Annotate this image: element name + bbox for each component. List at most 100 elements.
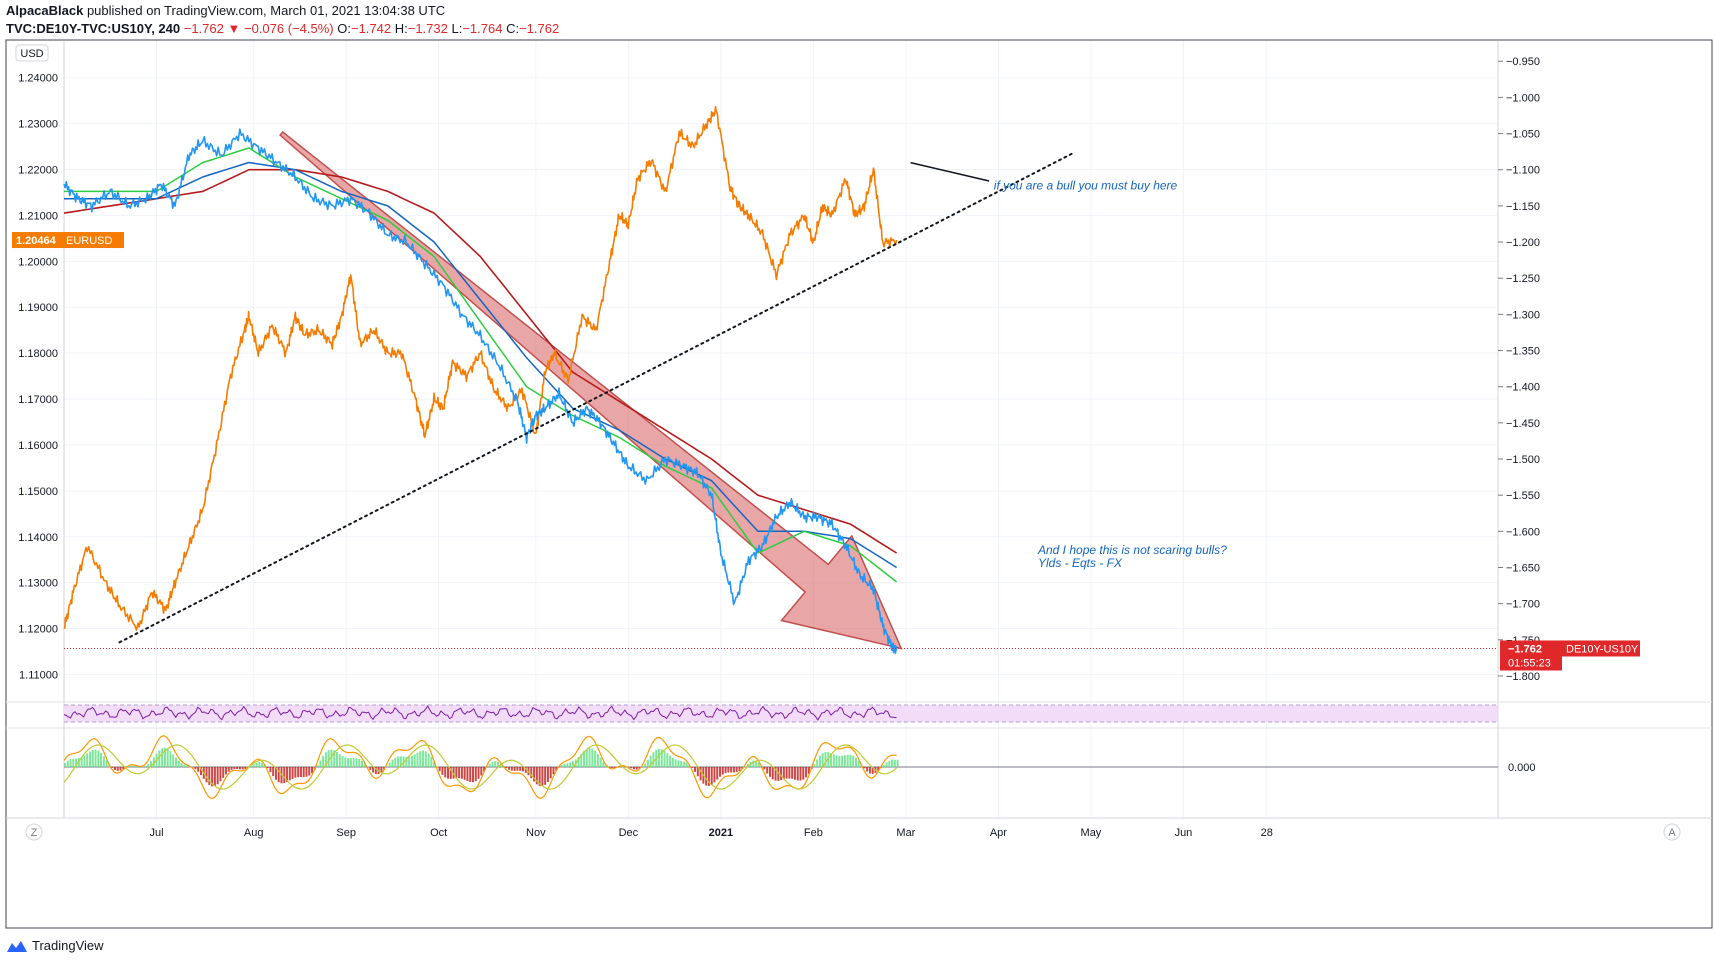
histogram-bar (849, 754, 852, 767)
histogram-bar (308, 767, 311, 776)
histogram-bar (488, 764, 491, 767)
right-price-axis[interactable]: −0.950 −1.000 −1.050 −1.100 −1.150 −1.200 −1.2… (1498, 56, 1540, 683)
histogram-bar (116, 767, 119, 771)
histogram-bar (469, 767, 472, 782)
histogram-bar (835, 755, 838, 767)
histogram-bar (471, 767, 474, 783)
time-axis[interactable]: Jul Aug Sep Oct Nov Dec 2021 Feb Mar Apr May Jun 28 Z… (25, 823, 1681, 841)
histogram-bar (524, 767, 527, 773)
drawing-lines[interactable] (64, 152, 1498, 649)
histogram-bar (147, 763, 150, 767)
histogram-bar (843, 755, 846, 767)
histogram-bar (388, 762, 391, 767)
time-tick-label: Nov (526, 827, 546, 839)
histogram-bar (580, 754, 583, 767)
histogram-bar (424, 751, 427, 767)
histogram-bar (297, 767, 300, 778)
histogram-bar (674, 759, 677, 767)
histogram-bar (205, 767, 208, 783)
histogram-bar (372, 767, 375, 773)
histogram-bar (496, 761, 499, 767)
grid (6, 41, 1712, 819)
histogram-bar (330, 749, 333, 767)
histogram-bar (172, 754, 175, 767)
histogram-bar (86, 753, 89, 767)
histogram-bar (707, 767, 710, 786)
histogram-bar (460, 767, 463, 779)
histogram-bar (177, 760, 180, 767)
footer-brand[interactable]: TradingView (6, 938, 104, 953)
histogram-bar (430, 756, 433, 767)
left-tick-label: 1.19000 (18, 302, 58, 314)
histogram-bar (896, 759, 899, 767)
histogram-bar (516, 767, 519, 771)
right-tick-label: −1.150 (1506, 201, 1540, 213)
histogram-bar (249, 766, 252, 767)
close-value: −1.762 (519, 21, 560, 36)
histogram-bar (385, 766, 388, 767)
histogram-bar (435, 766, 438, 767)
left-price-axis[interactable]: USD 1.24000 1.23000 1.22000 1.21000 1.20000 1.… (15, 44, 58, 681)
time-tick-label: Feb (804, 827, 823, 839)
author-name[interactable]: AlpacaBlack (6, 3, 84, 18)
eurusd-price-value: 1.20464 (16, 235, 57, 247)
histogram-bar (885, 762, 888, 767)
right-tick-label: −1.550 (1506, 490, 1540, 502)
histogram-bar (194, 767, 197, 770)
histogram-bar (433, 761, 436, 767)
time-tick-label: 28 (1261, 827, 1273, 839)
histogram-bar (730, 767, 733, 773)
histogram-bar (630, 767, 633, 769)
histogram-bar (666, 753, 669, 767)
zoom-reset-button (25, 823, 43, 841)
histogram-bar (821, 753, 824, 767)
histogram-bar (347, 758, 350, 767)
series-group (63, 105, 898, 655)
histogram-bar (288, 767, 291, 781)
histogram-bar (569, 762, 572, 767)
histogram-bar (444, 767, 447, 778)
histogram-bar (352, 758, 355, 767)
time-tick-label: Sep (336, 827, 356, 839)
histogram-bar (113, 767, 116, 771)
histogram-bar (233, 767, 236, 770)
histogram-bar (694, 767, 697, 772)
change-value: −0.076 (−4.5%) (244, 21, 334, 36)
histogram-bar (652, 752, 655, 767)
histogram-bar (333, 750, 336, 767)
symbol-name[interactable]: TVC:DE10Y-TVC:US10Y, 240 (6, 21, 181, 36)
histogram-bar (416, 752, 419, 767)
left-tick-label: 1.15000 (18, 486, 58, 498)
histogram-bar (644, 763, 647, 767)
histogram-bar (788, 767, 791, 779)
histogram-bar (335, 751, 338, 767)
low-value: −1.764 (462, 21, 503, 36)
down-arrow-annotation[interactable] (279, 130, 903, 650)
right-tick-label: −1.250 (1506, 273, 1540, 285)
histogram-bar (175, 757, 178, 767)
histogram-bar (280, 767, 283, 784)
series-ma-mid (64, 161, 897, 569)
right-tick-label: −0.950 (1506, 56, 1540, 68)
histogram-bar (563, 763, 566, 767)
histogram-bar (793, 767, 796, 780)
histogram-bar (682, 761, 685, 767)
tradingview-logo-icon (7, 940, 27, 952)
histogram-bar (427, 753, 430, 767)
left-tick-label: 1.20000 (18, 256, 58, 268)
histogram-bar (258, 762, 261, 767)
histogram-bar (752, 760, 755, 767)
histogram-bar (136, 766, 139, 767)
histogram-bar (605, 764, 608, 767)
histogram-bar (535, 767, 538, 785)
histogram-bar (818, 755, 821, 767)
histogram-bar (585, 749, 588, 767)
text-annotations[interactable]: if you are a bull you must buy here And I… (994, 179, 1227, 570)
histogram-bar (299, 767, 302, 778)
histogram-bar (80, 757, 83, 767)
series-ma-fast (64, 147, 898, 583)
histogram-bar (380, 767, 383, 773)
histogram-bar (785, 767, 788, 779)
time-tick-label: Aug (244, 827, 264, 839)
